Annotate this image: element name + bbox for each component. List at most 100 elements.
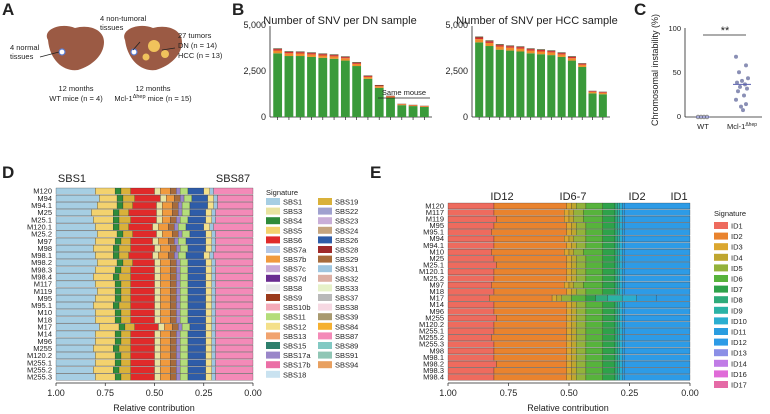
id-segment-id9 [617,354,620,361]
sbs-segment-sbs26 [187,273,206,281]
id-legend-swatch [714,243,728,251]
sbs-segment-sbs7b [162,230,173,238]
hcc-ytick-2500: 2,500 [445,66,468,76]
sbs-segment-sbs6 [132,230,157,238]
hcc-bar-segment [547,52,556,56]
sbs-legend-swatch [266,265,280,273]
id-segment-id6 [585,308,604,315]
mcl-point [738,84,742,89]
sbs-segment-sbs1 [55,252,96,259]
sbs-segment-sbs5 [93,366,114,374]
sbs-segment-sbs11 [179,280,189,288]
id-legend-label: ID1 [731,222,743,231]
sbs-segment-sbs4 [113,273,120,281]
sbs-segment-sbs6 [130,302,155,309]
dn-bar-segment [329,58,339,117]
sbs-sample-label: M98.1 [31,251,52,260]
sbs-segment-sbs26 [189,323,206,331]
dn-bar-segment [307,53,316,55]
dn-bar-segment [408,105,418,107]
sbs-segment-sbs17a [176,273,181,281]
sbs-segment-sbs6 [128,223,153,231]
sbs-segment-sbs26 [187,216,206,224]
panel-label-b: B [232,0,244,19]
hcc-bar-segment [598,92,607,95]
sbs-segment-sbs5 [99,323,120,331]
id-segment-id10 [619,262,623,269]
id-segment-id6 [585,328,604,335]
id-segment-id8 [614,275,618,282]
id-segment-id2 [491,281,565,289]
id-segment-id2 [493,374,567,381]
sbs-segment-sbs3 [154,352,161,359]
hcc-bar-segment [516,48,525,52]
normal-tissues-label: 4 normal tissues [10,43,40,61]
id-segment-id4 [571,361,577,368]
sbs-legend-swatch [318,207,332,215]
id-segment-id12 [624,255,691,262]
sbs-segment-sbs6 [130,330,155,338]
id-segment-id9 [617,341,620,348]
sbs-legend-label: SBS8 [283,284,302,293]
id-sample-label: M120.2 [419,320,444,329]
sbs-segment-sbs19 [120,330,131,338]
sbs-legend-swatch [318,274,332,282]
id-segment-id5 [576,341,587,348]
hcc-bar-segment [557,54,566,57]
sbs-segment-sbs11 [179,245,189,252]
id-segment-id9 [617,347,620,355]
dn-bar-segment [386,96,395,98]
id-segment-id5 [576,347,587,355]
id-segment-id10 [619,202,623,210]
sbs-segment-sbs29 [170,302,177,309]
sbs-segment-sbs6 [130,187,155,195]
sbs-segment-sbs5 [93,345,114,352]
sbs-segment-sbs4 [114,266,122,274]
sbs-segment-sbs12 [205,216,212,224]
id-segment-id7 [602,308,616,315]
id-segment-id10 [619,301,623,308]
id-segment-id2 [496,262,567,269]
id-segment-id2 [493,347,567,355]
id-sample-label: M25.1 [423,261,444,270]
sbs-segment-sbs4 [114,330,122,338]
sbs-segment-sbs29 [170,345,177,352]
sbs-segment-sbs1 [55,202,98,209]
id-segment-id10 [619,242,623,249]
sbs-segment-sbs19 [118,345,131,352]
sbs-segment-sbs1 [55,195,100,202]
dn-bar-segment [419,106,429,107]
id-segment-id1 [447,314,497,322]
sbs-segment-sbs17a [176,337,181,345]
id-xtick-label: 0.50 [560,388,578,398]
sbs-segment-sbs29 [170,330,177,338]
hcc-chart-title: Number of SNV per HCC sample [456,15,617,27]
id-segment-id4 [571,222,577,229]
sbs-segment-sbs6 [134,195,161,202]
id-legend-label: ID16 [731,370,747,379]
id-segment-id4 [571,354,577,361]
id-segment-id1 [447,242,495,249]
id-sample-label: M97 [429,280,444,289]
id-segment-id11 [622,235,625,243]
sbs-segment-sbs4 [113,245,120,252]
sbs-segment-sbs7b [160,352,171,359]
id-segment-id1 [447,295,490,302]
id-segment-id10 [622,295,637,302]
sbs-legend-swatch [266,274,280,282]
id-segment-id5 [576,288,587,295]
sbs-segment-sbs1 [55,366,94,374]
sbs-segment-sbs29 [170,280,177,288]
id-segment-id10 [619,209,623,216]
sbs-segment-sbs6 [130,309,155,317]
sbs-segment-sbs11 [178,237,187,245]
sbs-segment-sbs6 [130,295,155,302]
sbs-segment-sbs5 [97,230,118,238]
sbs-sample-label: M117 [34,280,52,289]
id-segment-id1 [447,222,495,229]
id-segment-id2 [489,295,553,302]
id-segment-id4 [571,321,577,328]
sbs-segment-sbs5 [95,337,116,345]
sbs-segment-sbs19 [118,273,131,281]
dn-bar-segment [340,60,350,117]
